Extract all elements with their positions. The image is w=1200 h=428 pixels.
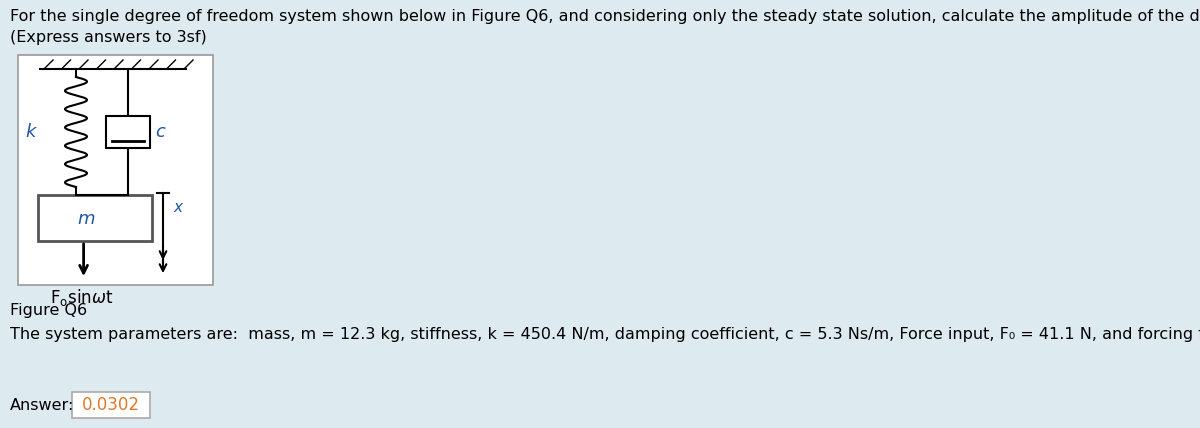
Bar [106, 116, 150, 148]
Text: Figure Q6: Figure Q6 [10, 303, 88, 318]
Text: m: m [77, 210, 95, 228]
Bar [38, 195, 152, 241]
Text: c: c [155, 123, 164, 141]
Bar [72, 392, 150, 418]
Text: x: x [173, 199, 182, 214]
Text: 0.0302: 0.0302 [82, 396, 140, 414]
Text: k: k [26, 123, 36, 141]
Text: F$_\mathregular{o}$sin$\omega$t: F$_\mathregular{o}$sin$\omega$t [49, 287, 113, 308]
Text: (Express answers to 3sf): (Express answers to 3sf) [10, 30, 206, 45]
Bar [18, 55, 214, 285]
Text: Answer:: Answer: [10, 398, 74, 413]
Text: The system parameters are:  mass, m = 12.3 kg, stiffness, k = 450.4 N/m, damping: The system parameters are: mass, m = 12.… [10, 327, 1200, 342]
Text: For the single degree of freedom system shown below in Figure Q6, and considerin: For the single degree of freedom system … [10, 9, 1200, 24]
